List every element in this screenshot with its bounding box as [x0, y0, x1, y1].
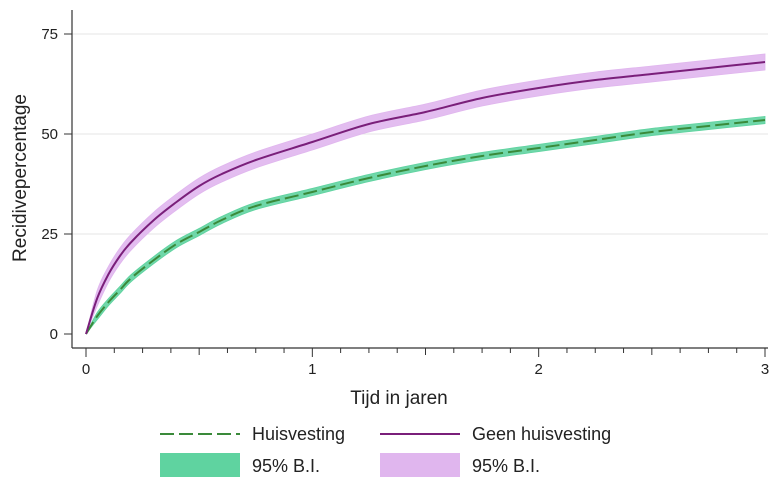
y-tick-label: 0 [50, 326, 58, 343]
series-line [85, 119, 766, 335]
y-tick-label: 75 [41, 26, 58, 43]
y-tick-label: 50 [41, 126, 58, 143]
series-line [85, 61, 766, 335]
legend-swatch-band [380, 453, 460, 477]
x-tick-label: 3 [761, 361, 769, 378]
x-axis-title: Tijd in jaren [350, 388, 448, 409]
legend-label: 95% B.I. [472, 456, 540, 476]
legend-label: Geen huisvesting [472, 424, 611, 444]
x-tick-label: 1 [308, 361, 316, 378]
x-tick-label: 0 [82, 361, 90, 378]
axis-ticks: 0 25 50 75 0 1 2 3 [41, 26, 769, 378]
legend: Huisvesting Geen huisvesting 95% B.I. 95% B… [160, 424, 611, 477]
ci-band [85, 115, 766, 335]
series-lines [85, 61, 766, 335]
y-tick-label: 25 [41, 226, 58, 243]
axes [71, 10, 768, 349]
legend-swatch-band [160, 453, 240, 477]
y-axis-title: Recidivepercentage [10, 94, 31, 262]
legend-label: 95% B.I. [252, 456, 320, 476]
legend-label: Huisvesting [252, 424, 345, 444]
x-tick-label: 2 [534, 361, 542, 378]
